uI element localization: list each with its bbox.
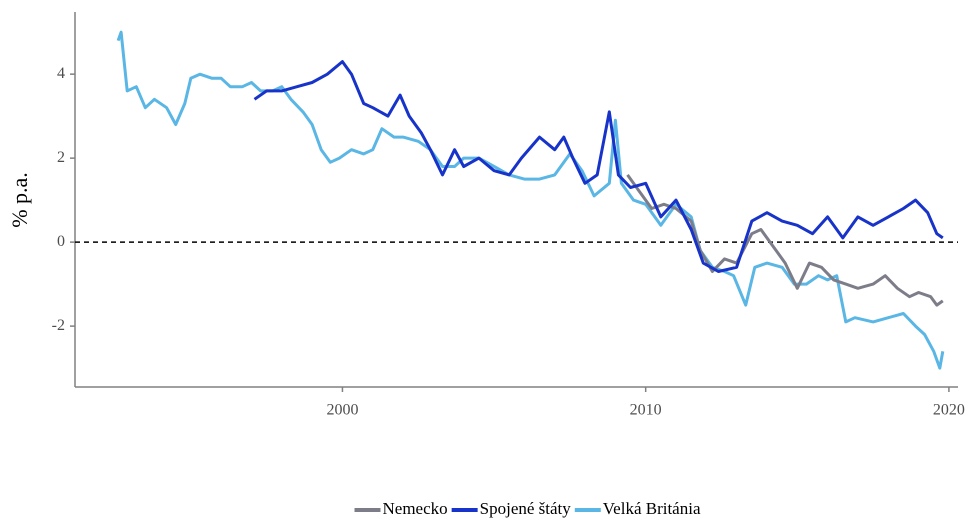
y-axis-label: % p.a. bbox=[7, 172, 32, 228]
legend-label: Nemecko bbox=[383, 499, 448, 518]
y-tick-label: 2 bbox=[57, 149, 65, 166]
series-line bbox=[626, 174, 944, 307]
y-tick-label: -2 bbox=[52, 317, 65, 334]
legend-label: Velká Británia bbox=[603, 499, 701, 518]
legend-label: Spojené štáty bbox=[480, 499, 572, 518]
series-line bbox=[116, 30, 945, 370]
legend: Nemecko Spojené štáty Velká Británia bbox=[354, 499, 701, 518]
series-line bbox=[253, 60, 944, 273]
x-tick-label: 2000 bbox=[326, 402, 358, 419]
y-tick-label: 0 bbox=[57, 233, 65, 250]
x-tick-label: 2010 bbox=[630, 402, 662, 419]
y-tick-label: 4 bbox=[57, 65, 65, 82]
x-tick-label: 2020 bbox=[933, 402, 965, 419]
